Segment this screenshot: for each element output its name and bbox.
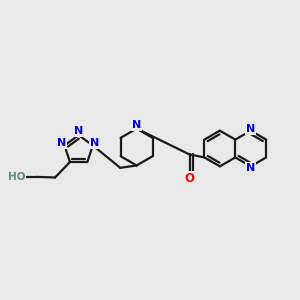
Text: HO: HO	[8, 172, 25, 182]
Text: N: N	[90, 138, 99, 148]
Text: N: N	[246, 124, 255, 134]
Text: N: N	[246, 163, 255, 173]
Text: O: O	[184, 172, 194, 185]
Text: N: N	[132, 120, 141, 130]
Text: N: N	[57, 138, 66, 148]
Text: N: N	[74, 126, 83, 136]
